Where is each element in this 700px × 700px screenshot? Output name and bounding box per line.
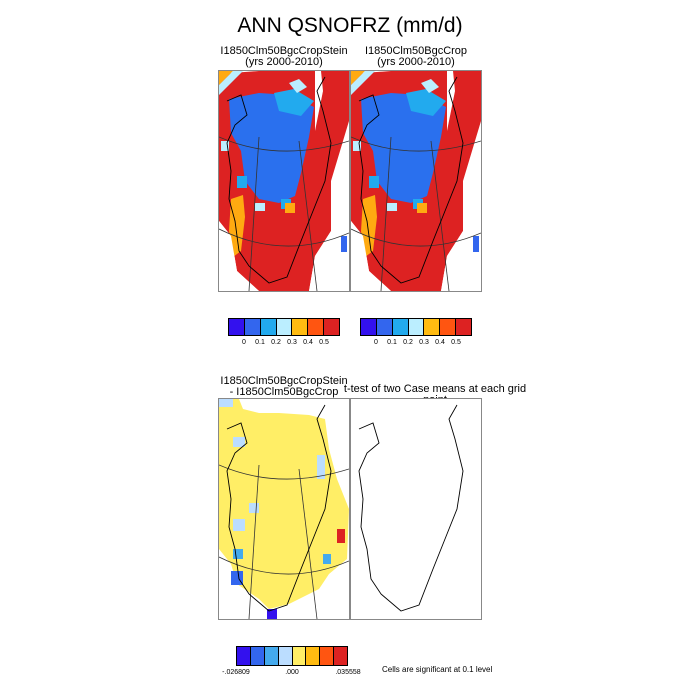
map-bottom-right <box>358 404 464 612</box>
significance-note: Cells are significant at 0.1 level <box>382 665 493 674</box>
panel-title-top-left-name: I1850Clm50BgcCropStein <box>220 45 348 57</box>
figure-title: ANN QSNOFRZ (mm/d) <box>237 14 463 37</box>
colorbar-top-right-swatch <box>361 319 377 335</box>
colorbar-bottom-left-tick-label: -.026809 <box>222 669 250 676</box>
colorbar-bottom-left-swatch <box>237 647 251 665</box>
colorbar-top-left-tick-label: 0 <box>242 339 246 346</box>
colorbar-bottom-left-swatch <box>278 647 293 665</box>
colorbar-bottom-left-swatch <box>306 647 321 665</box>
map-bottom-left <box>219 399 349 619</box>
colorbar-top-right-tick-label: 0 <box>374 339 378 346</box>
colorbar-top-left-swatch <box>292 319 309 335</box>
colorbar-top-left: 0 0.1 0.2 0.3 0.4 0.5 <box>228 318 340 348</box>
panel-title-top-right-name: I1850Clm50BgcCrop <box>364 45 468 57</box>
map-panel-top-left <box>218 70 350 292</box>
panel-title-bottom-left-name: I1850Clm50BgcCropStein <box>220 375 348 387</box>
colorbar-top-left-swatch <box>260 319 277 335</box>
colorbar-top-left-swatch <box>308 319 325 335</box>
colorbar-top-right-tick-label: 0.1 <box>387 339 397 346</box>
colorbar-bottom-left-tick-label: .035558 <box>335 669 361 676</box>
map-panel-top-right <box>350 70 482 292</box>
colorbar-top-left-labels: 0 0.1 0.2 0.3 0.4 0.5 <box>228 336 340 348</box>
panel-title-top-left-years: (yrs 2000-2010) <box>245 56 323 68</box>
colorbar-top-right-tick-label: 0.2 <box>403 339 413 346</box>
colorbar-bottom-left: -.026809 .000 .035558 <box>222 646 361 680</box>
panel-title-bottom-left-minus: - I1850Clm50BgcCrop <box>229 386 339 398</box>
colorbar-top-right-tick-label: 0.5 <box>451 339 461 346</box>
colorbar-top-left-swatches <box>228 318 340 336</box>
colorbar-top-right-swatch <box>392 319 409 335</box>
colorbar-top-right-swatch <box>440 319 457 335</box>
panel-title-top-right: I1850Clm50BgcCrop (yrs 2000-2010) <box>350 46 482 68</box>
colorbar-bottom-left-swatch <box>292 647 307 665</box>
colorbar-top-right-labels: 0 0.1 0.2 0.3 0.4 0.5 <box>360 336 472 348</box>
colorbar-top-right-swatch <box>424 319 441 335</box>
colorbar-top-right-swatches <box>360 318 472 336</box>
panel-title-top-right-years: (yrs 2000-2010) <box>377 56 455 68</box>
colorbar-top-left-swatch <box>276 319 293 335</box>
colorbar-top-left-tick-label: 0.4 <box>303 339 313 346</box>
colorbar-top-right-swatch <box>456 319 472 335</box>
map-top-left <box>219 71 349 291</box>
colorbar-bottom-left-swatch <box>334 647 347 665</box>
colorbar-top-right-tick-label: 0.3 <box>419 339 429 346</box>
colorbar-top-left-tick-label: 0.5 <box>319 339 329 346</box>
colorbar-bottom-left-swatch <box>250 647 265 665</box>
map-panel-bottom-left <box>218 398 350 620</box>
map-top-right <box>351 71 481 291</box>
colorbar-top-left-tick-label: 0.1 <box>255 339 265 346</box>
colorbar-top-left-swatch <box>229 319 245 335</box>
colorbar-top-right-tick-label: 0.4 <box>435 339 445 346</box>
colorbar-bottom-left-labels: -.026809 .000 .035558 <box>222 666 360 678</box>
colorbar-bottom-left-swatches <box>236 646 348 666</box>
colorbar-top-left-tick-label: 0.2 <box>271 339 281 346</box>
colorbar-top-left-swatch <box>324 319 340 335</box>
colorbar-bottom-left-tick-label: .000 <box>285 669 299 676</box>
colorbar-top-left-tick-label: 0.3 <box>287 339 297 346</box>
colorbar-top-right-swatch <box>408 319 425 335</box>
panel-title-top-left: I1850Clm50BgcCropStein (yrs 2000-2010) <box>218 46 350 68</box>
colorbar-top-right: 0 0.1 0.2 0.3 0.4 0.5 <box>360 318 472 348</box>
colorbar-bottom-left-swatch <box>320 647 335 665</box>
panel-title-bottom-left: I1850Clm50BgcCropStein - I1850Clm50BgcCr… <box>218 376 350 398</box>
colorbar-top-left-swatch <box>244 319 261 335</box>
map-panel-bottom-right <box>350 398 482 620</box>
colorbar-bottom-left-swatch <box>264 647 279 665</box>
colorbar-top-right-swatch <box>376 319 393 335</box>
